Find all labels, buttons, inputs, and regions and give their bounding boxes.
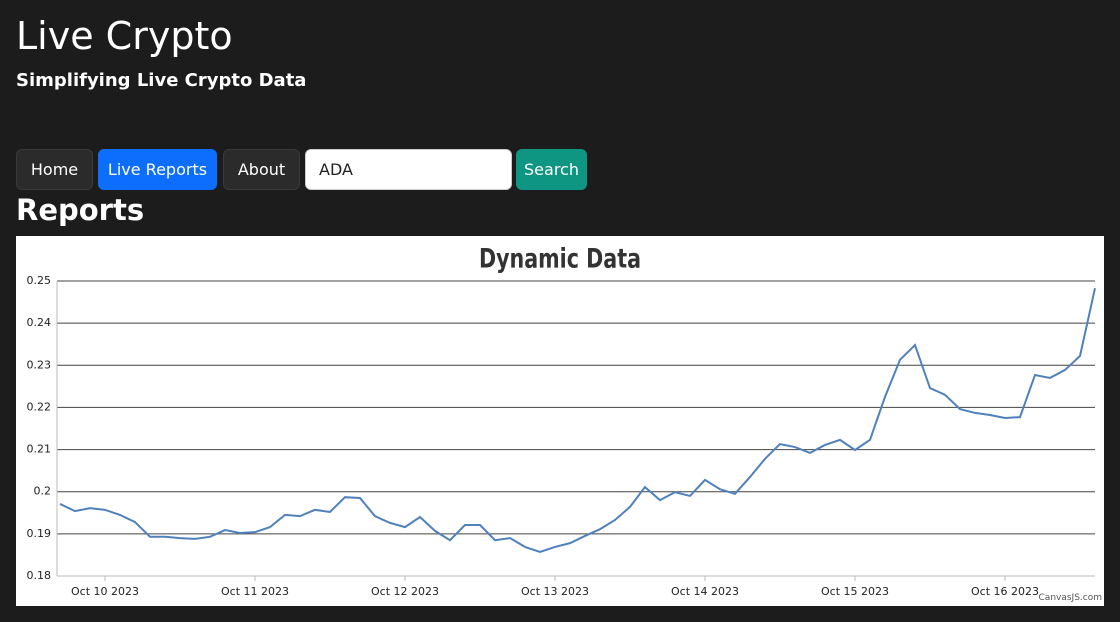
nav-button[interactable]: Home: [16, 149, 93, 190]
x-tick-label: Oct 16 2023: [971, 585, 1039, 598]
x-tick-label: Oct 12 2023: [371, 585, 439, 598]
x-tick-label: Oct 11 2023: [221, 585, 289, 598]
nav-button[interactable]: About: [223, 149, 300, 190]
y-tick-label: 0.19: [27, 527, 52, 540]
x-tick-label: Oct 15 2023: [821, 585, 889, 598]
section-title: Reports: [16, 193, 145, 227]
y-tick-label: 0.21: [27, 443, 52, 456]
y-tick-label: 0.23: [27, 358, 52, 371]
x-tick-label: Oct 14 2023: [671, 585, 739, 598]
app-title: Live Crypto: [16, 14, 233, 58]
chart-title: Dynamic Data: [479, 243, 641, 274]
nav-button[interactable]: Live Reports: [98, 149, 217, 190]
y-tick-label: 0.25: [27, 274, 52, 287]
x-tick-label: Oct 10 2023: [71, 585, 139, 598]
y-tick-label: 0.2: [34, 485, 52, 498]
data-line: [59, 287, 1096, 554]
chart: Dynamic Data CanvasJS.com 0.18 0.19 0.2 0.2…: [16, 236, 1104, 606]
y-tick-label: 0.18: [27, 569, 52, 582]
x-tick-label: Oct 13 2023: [521, 585, 589, 598]
search-input[interactable]: ADA: [305, 149, 512, 190]
search-button[interactable]: Search: [516, 149, 587, 190]
credit: CanvasJS.com: [1039, 593, 1102, 603]
app-subtitle: Simplifying Live Crypto Data: [16, 70, 307, 91]
y-tick-label: 0.22: [27, 400, 52, 413]
y-tick-label: 0.24: [27, 316, 52, 329]
